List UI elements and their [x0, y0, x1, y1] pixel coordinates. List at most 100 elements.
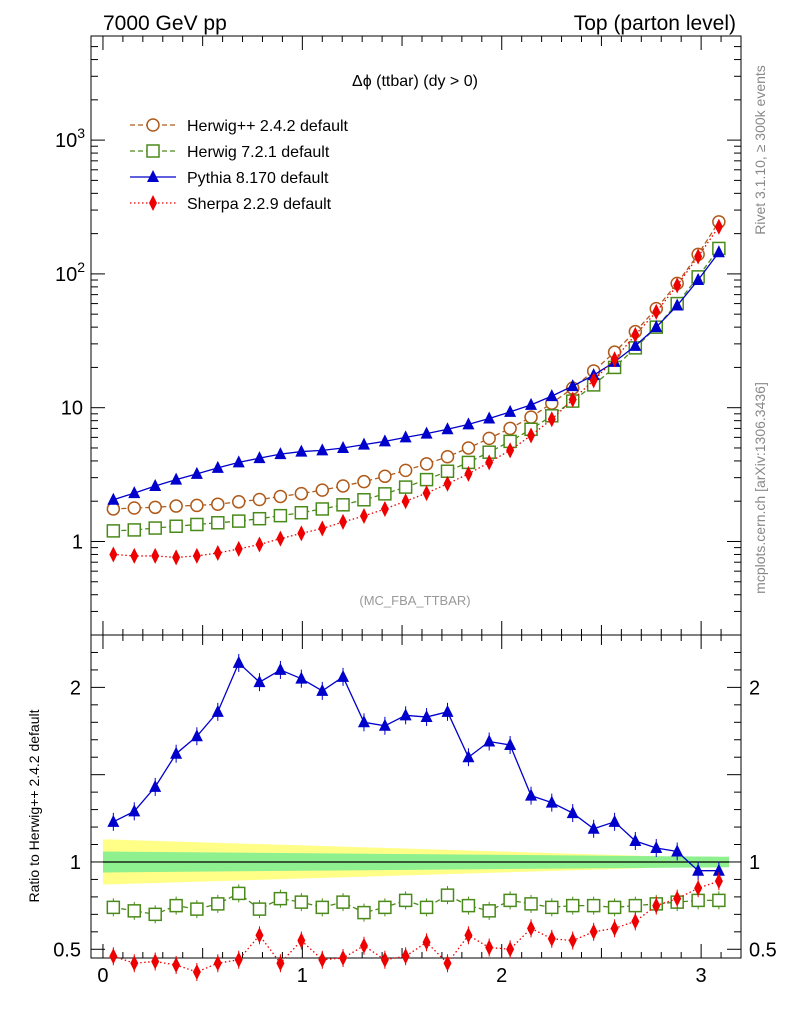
ratio-point-1 — [273, 891, 288, 906]
ratio-point-2 — [339, 950, 348, 966]
data-point-2 — [107, 492, 120, 505]
ratio-ylabel: Ratio to Herwig++ 2.4.2 default — [26, 709, 42, 902]
data-point-3 — [213, 545, 222, 562]
data-point-0 — [315, 483, 330, 497]
ratio-point-0 — [107, 814, 120, 827]
ratio-point-0 — [253, 675, 266, 688]
legend-marker-2 — [147, 170, 159, 182]
data-point-0 — [524, 410, 538, 424]
ratio-point-1 — [378, 900, 392, 915]
data-point-3 — [694, 248, 703, 265]
ratio-plot: 0.5 0.5 1 1 2 2 0 1 2 3 — [53, 634, 777, 987]
data-point-3 — [276, 530, 285, 547]
data-point-1 — [211, 516, 225, 530]
header-right: Top (parton level) — [574, 12, 736, 35]
data-point-3 — [589, 372, 598, 389]
ratio-point-2 — [234, 951, 243, 968]
data-point-2 — [462, 417, 475, 430]
data-point-0 — [231, 495, 246, 509]
ratio-point-0 — [232, 655, 245, 668]
main-plot: 1 10 102 103 Herwig++ 2.4.2 default Herwig 7.… — [55, 35, 742, 636]
ratio-point-2 — [464, 927, 473, 944]
data-point-2 — [149, 478, 162, 491]
data-point-3 — [631, 326, 640, 343]
ratio-point-1 — [148, 907, 162, 922]
rivet-label: Rivet 3.1.10, ≥ 300k events — [752, 65, 768, 235]
ratio-point-1 — [482, 904, 496, 918]
data-point-2 — [545, 389, 558, 402]
y-tick-label-ratio-right: 2 — [749, 677, 760, 699]
legend-marker-0 — [146, 118, 160, 132]
ratio-point-0 — [357, 715, 370, 728]
data-point-3 — [506, 442, 515, 459]
data-point-2 — [253, 451, 266, 464]
data-point-3 — [652, 303, 661, 320]
ratio-point-1 — [106, 900, 121, 915]
data-point-2 — [504, 404, 517, 417]
ratio-point-1 — [565, 898, 580, 913]
data-point-3 — [318, 520, 327, 537]
data-point-0 — [357, 474, 371, 489]
data-point-3 — [547, 411, 556, 428]
data-point-1 — [252, 511, 267, 526]
data-point-0 — [440, 449, 455, 464]
x-tick-label: 3 — [696, 965, 707, 987]
data-point-0 — [398, 463, 413, 478]
ratio-point-2 — [422, 934, 431, 951]
watermark: (MC_FBA_TTBAR) — [359, 593, 470, 608]
ratio-point-2 — [380, 951, 389, 968]
ratio-point-0 — [483, 734, 496, 747]
data-point-2 — [650, 320, 663, 333]
ratio-point-1 — [607, 900, 622, 915]
data-point-2 — [399, 430, 412, 443]
ratio-point-0 — [128, 804, 141, 817]
data-point-2 — [378, 434, 391, 447]
ratio-point-0 — [149, 779, 162, 792]
data-point-1 — [315, 502, 330, 516]
ratio-point-2 — [568, 932, 577, 949]
ratio-point-2 — [297, 932, 306, 949]
ratio-point-2 — [485, 939, 494, 956]
ratio-point-1 — [628, 898, 643, 913]
ratio-point-0 — [587, 821, 600, 834]
ratio-point-1 — [545, 900, 559, 915]
data-point-0 — [169, 499, 183, 513]
ratio-point-0 — [525, 788, 538, 801]
data-point-1 — [378, 487, 392, 501]
x-tick-label: 0 — [97, 965, 108, 987]
data-point-3 — [714, 218, 723, 235]
data-point-2 — [357, 437, 370, 450]
ratio-point-2 — [401, 948, 410, 965]
ratio-point-2 — [443, 955, 452, 972]
data-point-0 — [190, 498, 204, 513]
data-point-2 — [170, 472, 183, 485]
data-point-3 — [255, 536, 264, 553]
ratio-point-1 — [586, 898, 601, 913]
legend-marker-1 — [146, 144, 160, 158]
ratio-point-2 — [506, 941, 515, 958]
ratio-point-1 — [524, 897, 538, 911]
x-tick-label: 2 — [496, 965, 507, 987]
ratio-point-0 — [190, 729, 203, 742]
ratio-point-0 — [295, 671, 308, 684]
ratio-point-0 — [420, 710, 433, 723]
header-left: 7000 GeV pp — [103, 12, 227, 35]
ratio-point-0 — [671, 844, 684, 857]
series-line-1 — [113, 248, 720, 532]
data-point-0 — [336, 479, 350, 493]
ratio-point-1 — [211, 897, 225, 911]
y-tick-label-main: 103 — [55, 125, 85, 152]
y-tick-label-main: 1 — [72, 531, 83, 553]
ratio-point-1 — [127, 904, 142, 918]
data-point-1 — [190, 517, 204, 532]
data-point-3 — [130, 547, 139, 564]
ratio-point-0 — [211, 704, 224, 717]
data-point-3 — [568, 391, 577, 408]
ratio-point-0 — [566, 806, 579, 819]
data-point-0 — [148, 500, 162, 515]
data-point-3 — [527, 427, 536, 444]
data-point-3 — [359, 508, 368, 525]
data-point-3 — [464, 465, 473, 482]
ratio-point-2 — [318, 951, 327, 968]
ratio-point-2 — [276, 955, 285, 972]
